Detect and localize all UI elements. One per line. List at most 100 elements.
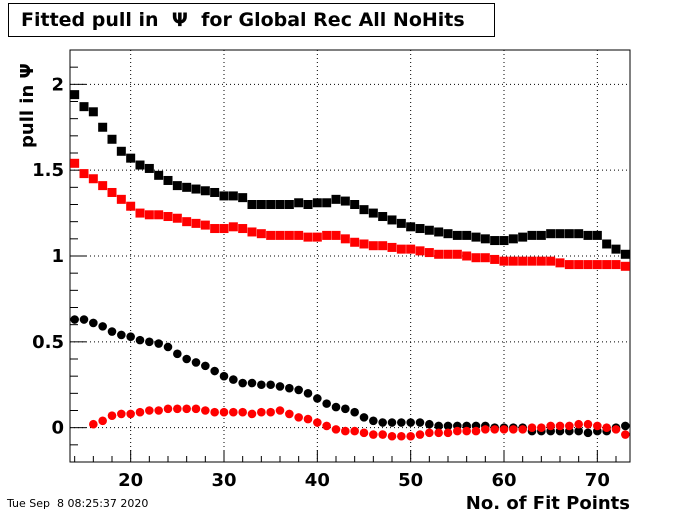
data-point — [434, 428, 443, 438]
data-point — [117, 409, 126, 419]
data-point — [331, 230, 341, 240]
data-point — [182, 354, 191, 364]
data-point — [602, 239, 612, 249]
data-point — [462, 230, 472, 240]
data-point — [611, 425, 621, 434]
data-point — [238, 193, 248, 203]
data-point — [219, 224, 229, 234]
data-point — [294, 198, 304, 208]
data-point — [368, 208, 378, 218]
data-point — [285, 409, 294, 419]
data-point — [387, 242, 397, 252]
data-point — [340, 196, 350, 206]
data-point — [89, 318, 98, 328]
data-point — [229, 407, 238, 417]
data-point — [163, 175, 173, 185]
data-point — [312, 198, 322, 208]
data-point — [154, 210, 164, 220]
data-point — [340, 234, 350, 244]
data-point — [191, 218, 201, 228]
data-point — [303, 389, 313, 398]
data-point — [191, 358, 201, 367]
x-tick-label: 30 — [211, 470, 236, 491]
data-point — [201, 406, 210, 415]
data-point — [406, 244, 416, 254]
data-point — [135, 335, 145, 345]
data-point — [574, 260, 584, 270]
data-point — [443, 421, 453, 431]
series-1 — [70, 158, 630, 271]
data-point — [219, 407, 229, 417]
data-point — [219, 371, 229, 381]
data-point — [359, 413, 369, 422]
data-point — [257, 380, 266, 390]
data-point — [359, 205, 369, 215]
data-point — [313, 418, 322, 427]
data-point — [593, 421, 602, 431]
data-point — [312, 232, 322, 242]
data-point — [70, 90, 80, 100]
data-point — [406, 431, 415, 441]
data-point — [126, 332, 135, 341]
data-point — [564, 229, 574, 239]
data-point — [228, 191, 238, 201]
y-tick-label: 2 — [51, 74, 64, 95]
data-point — [238, 407, 247, 417]
data-point — [182, 217, 192, 227]
data-point — [396, 218, 406, 228]
data-point — [210, 187, 220, 197]
data-point — [294, 230, 304, 240]
data-point — [201, 361, 210, 371]
data-point — [182, 404, 191, 414]
data-point — [555, 229, 565, 239]
data-point — [135, 208, 145, 218]
data-point — [387, 215, 397, 225]
data-point — [397, 418, 406, 427]
data-point — [247, 409, 257, 419]
series-0 — [70, 90, 630, 259]
data-point — [621, 430, 630, 439]
data-point — [350, 426, 359, 436]
data-point — [350, 200, 360, 209]
data-point — [266, 200, 276, 209]
data-point — [546, 256, 556, 266]
tick-labels: 20 30 40 50 60 70 0 0.5 1 1.5 2 — [32, 74, 610, 491]
data-point — [88, 107, 98, 117]
data-point — [322, 399, 331, 408]
data-point — [462, 251, 472, 261]
data-point — [247, 200, 257, 209]
data-point — [406, 418, 415, 427]
data-point — [275, 230, 285, 240]
data-point — [359, 239, 369, 249]
data-point — [341, 404, 350, 414]
data-point — [508, 234, 518, 244]
data-point — [546, 229, 556, 239]
data-point — [219, 191, 229, 201]
data-point — [621, 421, 630, 431]
data-point — [210, 366, 219, 376]
x-tick-label: 20 — [118, 470, 143, 491]
data-point — [98, 416, 107, 426]
data-point — [499, 425, 509, 434]
data-point — [172, 181, 182, 191]
data-point — [527, 423, 537, 432]
data-point — [415, 224, 425, 234]
data-point — [415, 246, 425, 256]
data-point — [173, 404, 182, 414]
data-point — [424, 225, 434, 235]
y-tick-label: 1.5 — [32, 160, 64, 181]
data-point — [537, 423, 546, 432]
data-point — [275, 200, 285, 209]
chart-title: Fitted pull in Ψ for Global Rec All NoHi… — [8, 3, 495, 37]
data-point — [79, 169, 89, 179]
data-point — [200, 220, 210, 230]
data-point — [565, 421, 574, 431]
data-point — [303, 200, 313, 209]
data-point — [583, 230, 593, 240]
data-point — [490, 425, 499, 434]
data-point — [172, 213, 182, 223]
data-point — [247, 378, 257, 388]
data-point — [331, 194, 341, 204]
data-point — [117, 330, 126, 340]
data-point — [471, 253, 481, 263]
